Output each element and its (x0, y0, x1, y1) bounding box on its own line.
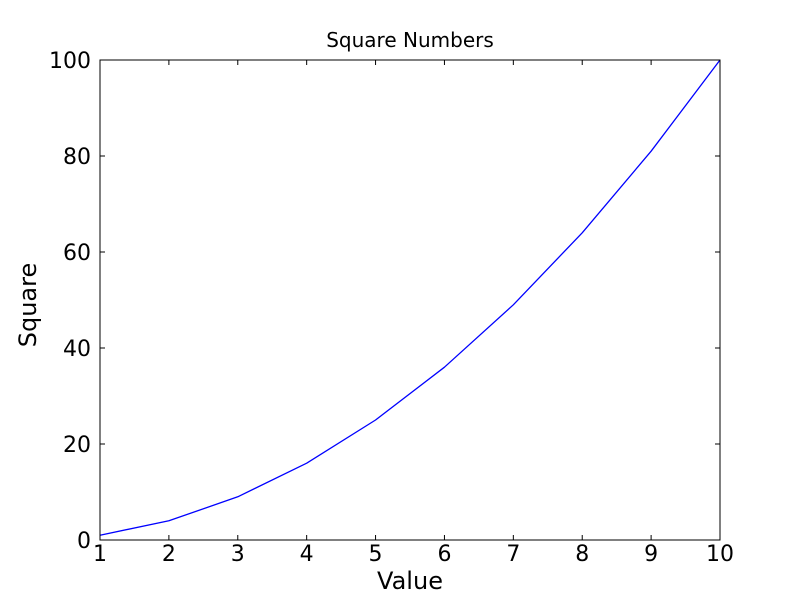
x-tick-label: 5 (369, 542, 383, 567)
y-axis-label: Square (14, 263, 42, 348)
x-tick-label: 2 (162, 542, 176, 567)
x-tick-label: 3 (231, 542, 245, 567)
y-tick-label: 80 (63, 145, 91, 170)
chart-title: Square Numbers (326, 28, 494, 52)
y-tick-label: 20 (63, 433, 91, 458)
y-tick-label: 0 (77, 529, 91, 554)
y-tick-label: 40 (63, 337, 91, 362)
x-tick-label: 4 (300, 542, 314, 567)
x-tick-label: 1 (93, 542, 107, 567)
x-axis-label: Value (377, 567, 443, 595)
x-tick-label: 9 (644, 542, 658, 567)
x-tick-label: 10 (706, 542, 734, 567)
axes-frame (99, 59, 721, 541)
data-line-squares (99, 59, 721, 536)
y-tick-label: 60 (63, 241, 91, 266)
x-tick-label: 8 (575, 542, 589, 567)
x-tick-label: 7 (506, 542, 520, 567)
y-tick-label: 100 (49, 49, 91, 74)
x-tick-label: 6 (437, 542, 451, 567)
